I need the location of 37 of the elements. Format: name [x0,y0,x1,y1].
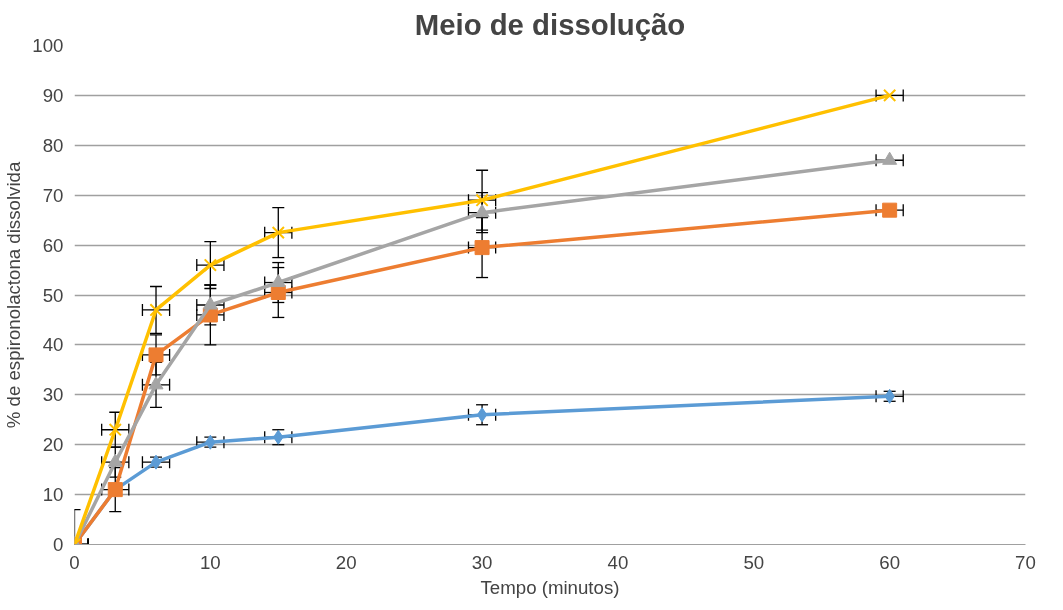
point [148,347,164,363]
x-tick-label: 10 [199,551,221,573]
y-tick-label: 30 [42,384,64,406]
x-tick-label: 40 [607,551,629,573]
x-tick-label: 70 [1015,551,1036,573]
point [108,423,122,437]
y-tick-label: 70 [42,184,64,206]
point [149,303,163,317]
x-tick-label: 30 [471,551,493,573]
y-tick-label: 60 [42,234,64,256]
point [474,204,490,218]
y-axis-title: % de espironolactona dissolvida [3,161,25,429]
point [271,225,285,240]
y-tick-label: 20 [42,434,64,456]
x-axis-title: Tempo (minutos) [480,576,620,598]
point [882,202,898,218]
point [203,258,218,272]
y-tick-label: 50 [42,284,64,306]
y-tick-label: 100 [32,35,64,56]
x-tick-label: 60 [879,551,901,573]
y-tick-label: 90 [42,84,64,106]
y-tick-label: 10 [42,484,64,506]
point [474,240,490,256]
y-tick-label: 80 [42,134,64,156]
point [107,453,123,467]
point [202,296,218,310]
chart-title: Meio de dissolução [414,7,686,41]
point [270,273,286,288]
x-tick-label: 0 [69,551,80,573]
point [475,193,489,207]
point [882,151,898,165]
x-tick-label: 50 [743,551,765,573]
y-tick-label: 40 [42,334,64,356]
y-tick-label: 0 [53,534,64,555]
point [882,88,897,103]
point [148,376,164,390]
x-tick-label: 20 [335,551,357,573]
